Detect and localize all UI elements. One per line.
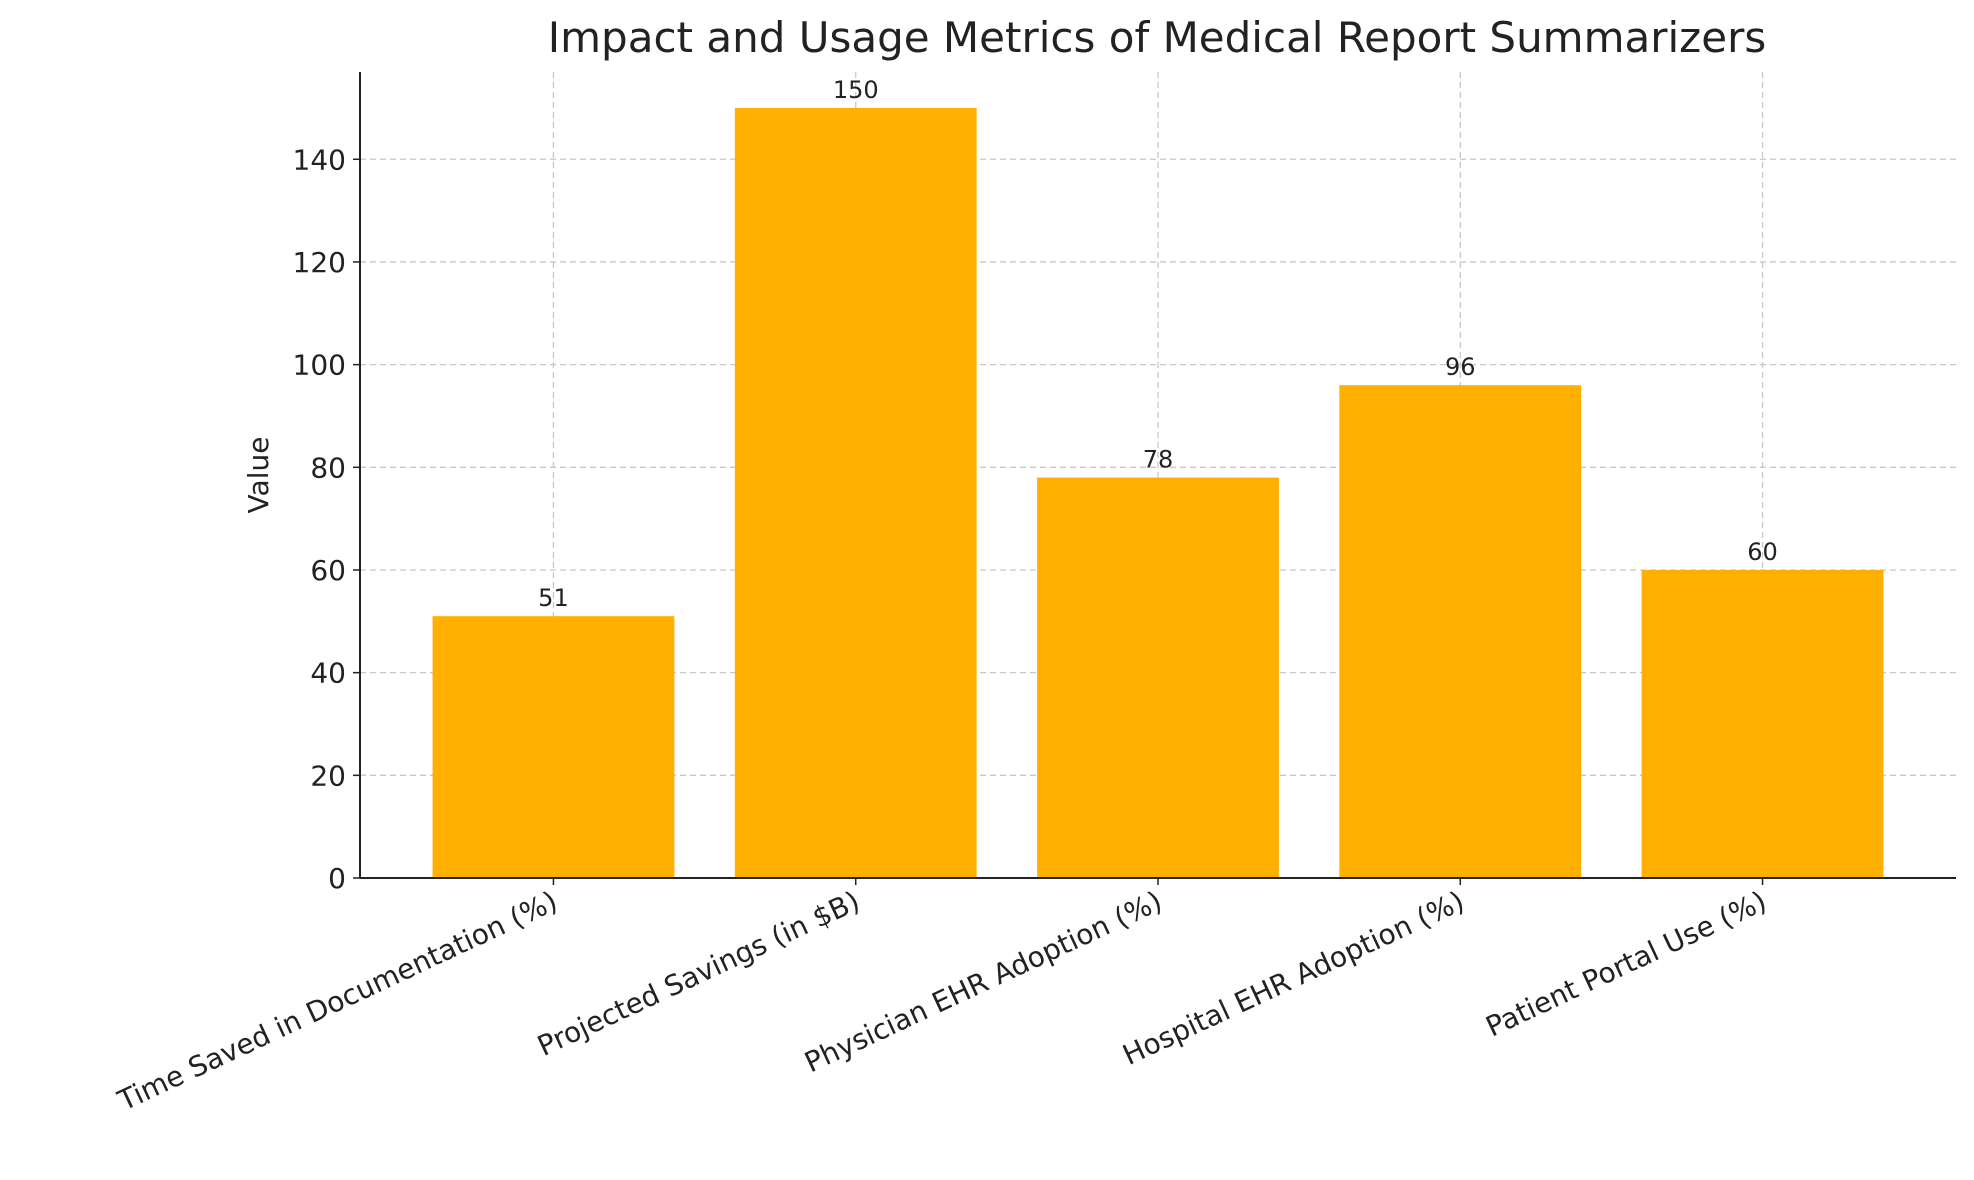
value-label: 78 [1143,446,1174,474]
value-label: 60 [1747,538,1778,566]
value-label: 150 [833,76,879,104]
x-tick-label: Hospital EHR Adoption (%) [1118,884,1470,1071]
y-tick-label: 120 [293,246,346,279]
y-tick-label: 0 [328,862,346,895]
y-tick-label: 100 [293,349,346,382]
bar [1641,569,1884,878]
value-label: 96 [1445,353,1476,381]
y-axis-label: Value [242,437,275,514]
value-label: 51 [538,584,569,612]
chart-title: Impact and Usage Metrics of Medical Repo… [548,13,1766,62]
bar [734,107,977,879]
bar [432,616,675,878]
y-tick-label: 40 [310,657,346,690]
x-tick-label: Projected Savings (in $B) [532,884,864,1062]
y-tick-label: 20 [310,759,346,792]
x-tick-label: Time Saved in Documentation (%) [112,884,562,1117]
y-tick-label: 140 [293,143,346,176]
bar [1339,385,1582,878]
y-tick-label: 80 [310,451,346,484]
x-tick-label: Patient Portal Use (%) [1481,884,1772,1043]
bar [1037,477,1279,878]
y-tick-label: 60 [310,554,346,587]
